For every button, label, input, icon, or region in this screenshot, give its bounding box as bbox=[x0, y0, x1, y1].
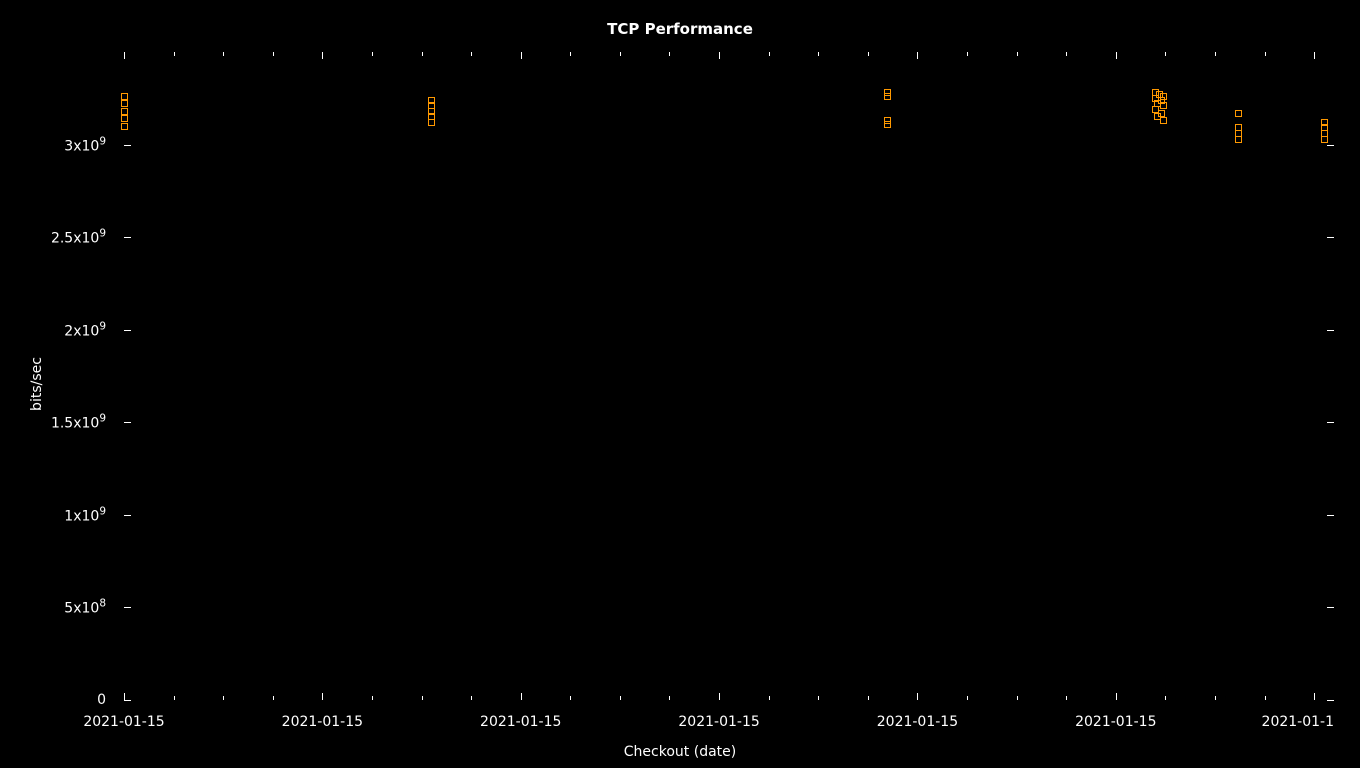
x-tick-mark bbox=[967, 52, 968, 56]
data-point bbox=[884, 121, 891, 128]
y-tick-mark bbox=[1327, 330, 1334, 331]
x-tick-label: 2021-01-15 bbox=[877, 700, 958, 730]
x-tick-mark bbox=[818, 52, 819, 56]
x-tick-label: 2021-01-15 bbox=[1075, 700, 1156, 730]
x-tick-mark bbox=[322, 693, 323, 700]
x-tick-mark bbox=[1165, 696, 1166, 700]
y-tick-mark bbox=[1327, 422, 1334, 423]
x-tick-mark bbox=[1116, 52, 1117, 59]
x-tick-mark bbox=[1314, 52, 1315, 59]
x-tick-mark bbox=[422, 52, 423, 56]
x-tick-mark bbox=[1017, 696, 1018, 700]
y-tick-mark bbox=[1327, 515, 1334, 516]
x-tick-mark bbox=[1314, 693, 1315, 700]
y-tick-mark bbox=[124, 145, 131, 146]
x-tick-mark bbox=[719, 52, 720, 59]
y-tick-label: 3x109 bbox=[64, 135, 124, 154]
x-tick-mark bbox=[372, 696, 373, 700]
x-tick-mark bbox=[818, 696, 819, 700]
x-tick-mark bbox=[223, 52, 224, 56]
x-tick-mark bbox=[1066, 696, 1067, 700]
y-tick-mark bbox=[124, 607, 131, 608]
data-point bbox=[1160, 117, 1167, 124]
y-tick-label: 5x108 bbox=[64, 598, 124, 617]
x-tick-mark bbox=[372, 52, 373, 56]
x-tick-mark bbox=[471, 52, 472, 56]
x-tick-mark bbox=[1066, 52, 1067, 56]
data-point bbox=[1235, 136, 1242, 143]
x-tick-mark bbox=[521, 693, 522, 700]
plot-area: 05x1081x1091.5x1092x1092.5x1093x1092021-… bbox=[124, 52, 1334, 700]
data-point bbox=[428, 119, 435, 126]
y-tick-label: 2x109 bbox=[64, 320, 124, 339]
x-tick-mark bbox=[769, 52, 770, 56]
x-tick-mark bbox=[1165, 52, 1166, 56]
x-tick-mark bbox=[719, 693, 720, 700]
x-tick-mark bbox=[868, 52, 869, 56]
data-point bbox=[121, 93, 128, 100]
x-tick-mark bbox=[521, 52, 522, 59]
x-tick-label: 2021-01-15 bbox=[282, 700, 363, 730]
x-tick-mark bbox=[273, 52, 274, 56]
x-tick-label: 2021-01-15 bbox=[83, 700, 164, 730]
x-tick-mark bbox=[124, 693, 125, 700]
y-tick-label: 1.5x109 bbox=[51, 413, 124, 432]
x-tick-mark bbox=[620, 52, 621, 56]
data-point bbox=[1160, 102, 1167, 109]
x-tick-mark bbox=[917, 52, 918, 59]
y-tick-mark bbox=[124, 237, 131, 238]
x-axis-label: Checkout (date) bbox=[0, 744, 1360, 760]
y-tick-label: 2.5x109 bbox=[51, 228, 124, 247]
tcp-performance-chart: TCP Performance bits/sec Checkout (date)… bbox=[0, 0, 1360, 768]
x-tick-mark bbox=[174, 52, 175, 56]
x-tick-mark bbox=[471, 696, 472, 700]
y-axis-label: bits/sec bbox=[29, 357, 45, 411]
x-tick-mark bbox=[967, 696, 968, 700]
x-tick-mark bbox=[322, 52, 323, 59]
x-tick-mark bbox=[223, 696, 224, 700]
data-point bbox=[1235, 110, 1242, 117]
x-tick-mark bbox=[174, 696, 175, 700]
x-tick-mark bbox=[1017, 52, 1018, 56]
x-tick-mark bbox=[917, 693, 918, 700]
data-point bbox=[121, 123, 128, 130]
y-tick-label: 1x109 bbox=[64, 506, 124, 525]
x-tick-mark bbox=[1265, 696, 1266, 700]
x-tick-mark bbox=[570, 696, 571, 700]
y-tick-mark bbox=[124, 515, 131, 516]
x-tick-mark bbox=[1215, 52, 1216, 56]
x-tick-mark bbox=[669, 696, 670, 700]
y-tick-mark bbox=[1327, 237, 1334, 238]
data-point bbox=[121, 100, 128, 107]
y-tick-mark bbox=[1327, 145, 1334, 146]
x-tick-mark bbox=[669, 52, 670, 56]
x-tick-mark bbox=[1215, 696, 1216, 700]
x-tick-label: 2021-01-15 bbox=[480, 700, 561, 730]
x-tick-mark bbox=[273, 696, 274, 700]
x-tick-mark bbox=[769, 696, 770, 700]
x-tick-label: 2021-01-1 bbox=[1262, 700, 1334, 730]
x-tick-mark bbox=[868, 696, 869, 700]
x-tick-label: 2021-01-15 bbox=[678, 700, 759, 730]
y-tick-mark bbox=[124, 422, 131, 423]
data-point bbox=[121, 115, 128, 122]
y-tick-mark bbox=[1327, 607, 1334, 608]
x-tick-mark bbox=[1116, 693, 1117, 700]
data-point bbox=[121, 108, 128, 115]
x-tick-mark bbox=[620, 696, 621, 700]
x-tick-mark bbox=[570, 52, 571, 56]
x-tick-mark bbox=[422, 696, 423, 700]
x-tick-mark bbox=[1265, 52, 1266, 56]
chart-title: TCP Performance bbox=[0, 20, 1360, 38]
data-point bbox=[1321, 136, 1328, 143]
x-tick-mark bbox=[124, 52, 125, 59]
data-point bbox=[884, 93, 891, 100]
y-tick-mark bbox=[124, 330, 131, 331]
